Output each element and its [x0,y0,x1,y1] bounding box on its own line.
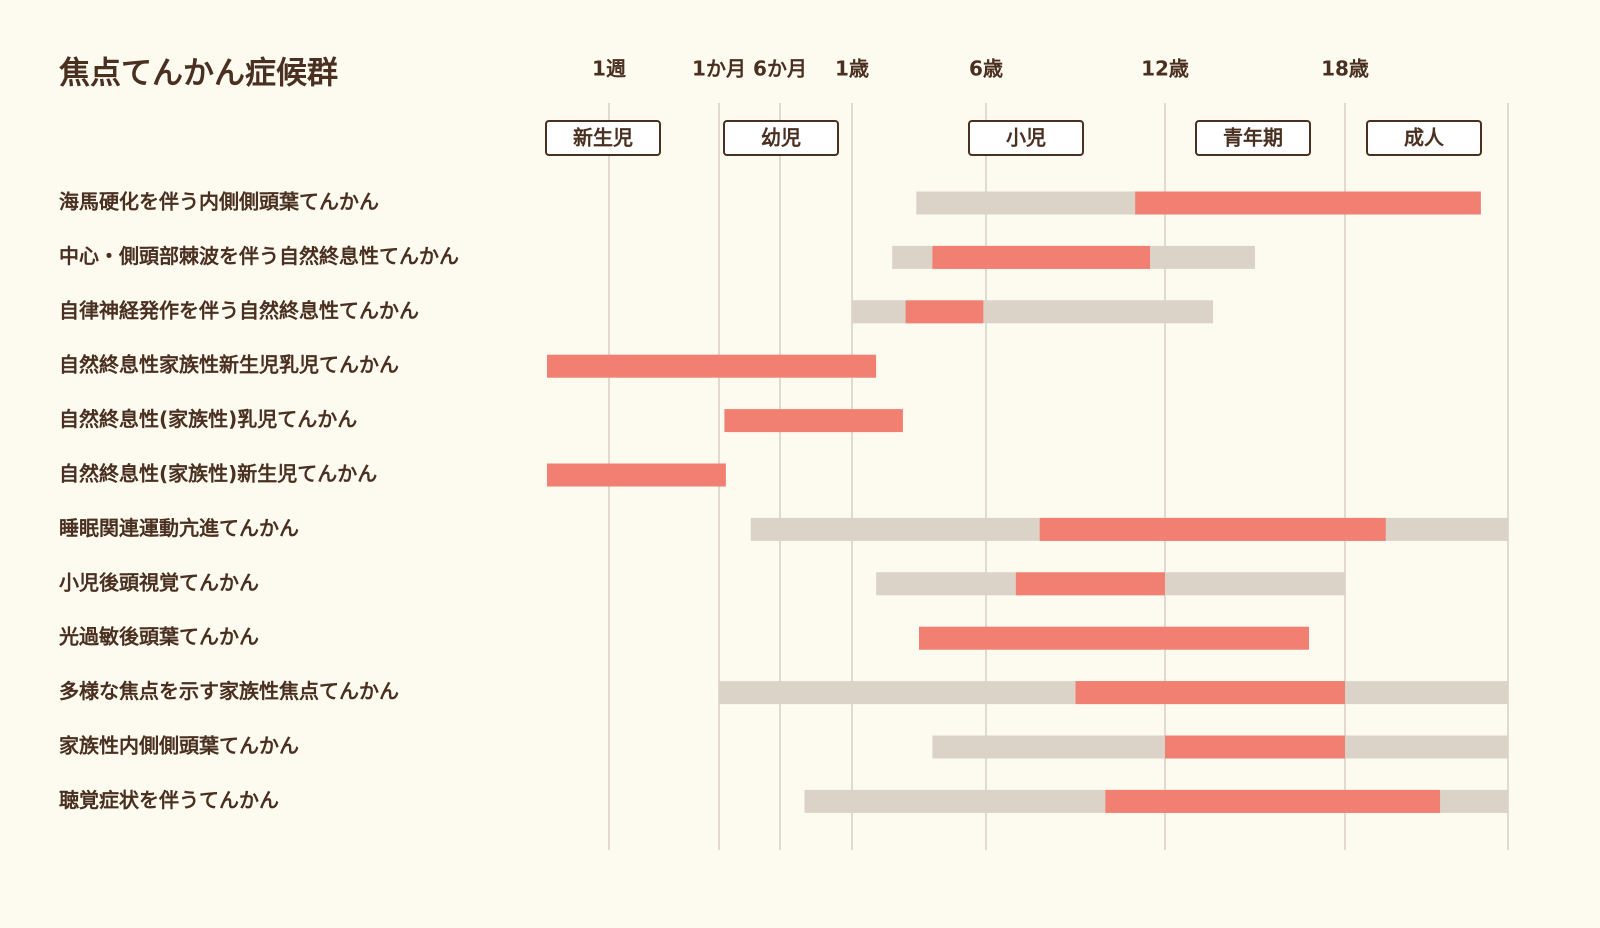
stage-box [1195,120,1311,156]
row-label: 聴覚症状を伴うてんかん [59,788,279,812]
peak-bar [724,409,903,433]
peak-bar [1165,735,1345,759]
row-label: 自然終息性(家族性)乳児てんかん [59,407,357,431]
x-tick-label: 12歳 [1141,57,1189,81]
stage-label: 幼児 [761,126,801,150]
peak-bar [547,354,877,378]
row-label: 睡眠関連運動亢進てんかん [59,516,299,540]
row-label: 自律神経発作を伴う自然終息性てんかん [59,298,419,322]
stage-box [1366,120,1482,156]
row-label: 多様な焦点を示す家族性焦点てんかん [59,679,399,703]
row-label: 海馬硬化を伴う内側側頭葉てんかん [59,190,379,214]
peak-bar [932,245,1151,269]
peak-bar [547,463,726,487]
peak-bar [1105,789,1441,813]
peak-bar [905,300,984,324]
row-label: 自然終息性(家族性)新生児てんかん [59,462,377,486]
row-label: 中心・側頭部棘波を伴う自然終息性てんかん [59,244,459,268]
stage-box [968,120,1084,156]
x-tick-label: 1週 [592,57,626,81]
row-label: 自然終息性家族性新生児乳児てんかん [59,353,399,377]
stage-label: 小児 [1006,126,1046,150]
row-label: 光過敏後頭葉てんかん [58,625,259,649]
chart-title: 焦点てんかん症候群 [59,56,338,92]
row-label: 小児後頭視覚てんかん [59,570,259,594]
stage-box [545,120,661,156]
x-tick-label: 18歳 [1321,57,1369,81]
x-tick-label: 6歳 [969,57,1003,81]
stage-label: 青年期 [1223,126,1283,150]
peak-bar [1075,681,1345,705]
stage-label: 成人 [1404,126,1445,150]
x-tick-label: 1か月 [692,57,746,81]
peak-bar [1135,191,1481,215]
stage-box [723,120,839,156]
x-tick-label: 1歳 [835,57,869,81]
peak-bar [1039,517,1386,541]
peak-bar [919,626,1309,650]
x-tick-label: 6か月 [753,57,807,81]
peak-bar [1015,572,1165,596]
row-label: 家族性内側側頭葉てんかん [59,734,299,758]
stage-label: 新生児 [573,126,633,150]
